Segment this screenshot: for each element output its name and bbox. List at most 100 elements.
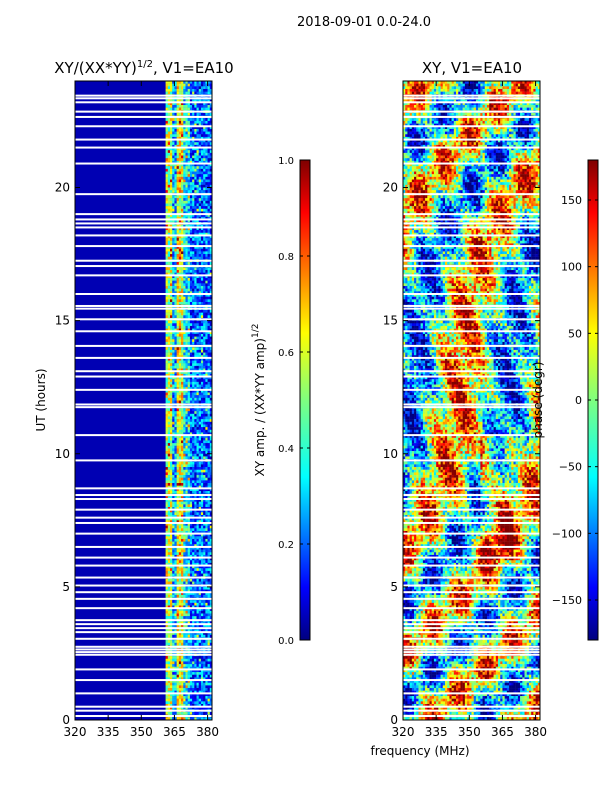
left-heatmap-cell: [200, 677, 204, 681]
left-heatmap-cell: [205, 139, 208, 143]
left-heatmap-cell: [205, 240, 208, 244]
left-heatmap-cell: [189, 677, 193, 681]
left-heatmap-cell: [185, 578, 188, 582]
left-heatmap-cell: [205, 411, 208, 415]
left-heatmap-cell: [176, 144, 180, 148]
left-heatmap-cell: [194, 701, 197, 705]
left-heatmap-cell: [189, 629, 193, 633]
left-heatmap-cell: [170, 616, 173, 620]
left-heatmap-cell: [203, 427, 206, 430]
left-heatmap-cell: [203, 134, 206, 138]
left-heatmap-cell: [192, 99, 195, 103]
left-heatmap-cell: [192, 134, 195, 138]
left-heatmap-cell: [176, 83, 180, 87]
left-heatmap-cell: [209, 280, 212, 284]
left-heatmap-cell: [194, 81, 197, 84]
left-heatmap-cell: [192, 81, 195, 84]
left-heatmap-cell: [194, 509, 197, 513]
left-heatmap-cell: [181, 272, 184, 276]
left-heatmap-cell: [172, 499, 175, 502]
left-heatmap-cell: [207, 171, 210, 175]
left-heatmap-cell: [198, 272, 202, 276]
left-heatmap-cell: [205, 416, 208, 420]
left-heatmap-cell: [178, 469, 182, 473]
left-heatmap-cell: [176, 235, 180, 239]
left-heatmap-cell: [200, 658, 204, 662]
left-heatmap-cell: [194, 605, 197, 609]
left-heatmap-cell: [187, 395, 191, 399]
left-heatmap-cell: [185, 560, 188, 564]
left-heatmap-cell: [198, 472, 202, 476]
left-heatmap-cell: [187, 296, 191, 300]
left-heatmap-cell: [178, 568, 182, 572]
left-heatmap-cell: [187, 102, 191, 106]
left-heatmap-cell: [170, 621, 173, 625]
left-heatmap-cell: [205, 387, 208, 391]
left-heatmap-cell: [183, 666, 186, 670]
left-heatmap-cell: [187, 554, 191, 558]
left-heatmap-cell: [192, 368, 195, 372]
left-heatmap-cell: [183, 198, 186, 202]
left-heatmap-cell: [181, 150, 184, 154]
left-heatmap-cell: [207, 507, 210, 510]
left-heatmap-cell: [207, 661, 210, 665]
left-heatmap-cell: [167, 435, 171, 438]
left-heatmap-cell: [165, 453, 169, 457]
left-heatmap-cell: [170, 592, 173, 596]
left-heatmap-cell: [198, 341, 202, 345]
left-heatmap-cell: [174, 477, 177, 481]
left-heatmap-cell: [189, 118, 193, 122]
left-heatmap-cell: [165, 616, 169, 620]
left-heatmap-cell: [174, 701, 177, 705]
left-heatmap-cell: [200, 139, 204, 143]
left-heatmap-cell: [183, 243, 186, 247]
left-heatmap-cell: [192, 339, 195, 343]
left-heatmap-cell: [189, 216, 193, 220]
left-heatmap-cell: [174, 315, 177, 319]
left-heatmap-cell: [170, 166, 173, 170]
left-heatmap-cell: [170, 392, 173, 396]
left-heatmap-cell: [170, 331, 173, 335]
left-heatmap-cell: [203, 219, 206, 223]
left-heatmap-cell: [176, 424, 180, 428]
left-heatmap-cell: [178, 389, 182, 393]
left-heatmap-cell: [209, 373, 212, 377]
left-heatmap-cell: [192, 429, 195, 433]
left-heatmap-cell: [189, 347, 193, 351]
left-heatmap-cell: [167, 379, 171, 383]
left-heatmap-cell: [167, 477, 171, 481]
left-heatmap-cell: [196, 528, 199, 532]
left-heatmap-cell: [187, 451, 191, 454]
left-heatmap-cell: [203, 328, 206, 332]
left-heatmap-cell: [176, 152, 180, 156]
left-heatmap-cell: [205, 256, 208, 260]
left-heatmap-cell: [189, 267, 193, 271]
left-heatmap-cell: [200, 384, 204, 388]
left-heatmap-cell: [174, 549, 177, 553]
left-heatmap-cell: [205, 232, 208, 236]
left-heatmap-cell: [192, 451, 195, 454]
left-heatmap-cell: [170, 530, 173, 534]
left-heatmap-cell: [185, 198, 188, 202]
left-heatmap-cell: [187, 608, 191, 612]
left-heatmap-cell: [187, 669, 191, 673]
left-heatmap-cell: [183, 365, 186, 369]
left-heatmap-cell: [167, 395, 171, 399]
left-heatmap-cell: [178, 429, 182, 433]
left-heatmap-cell: [198, 187, 202, 191]
left-heatmap-cell: [170, 538, 173, 542]
left-heatmap-cell: [167, 219, 171, 223]
left-heatmap-cell: [176, 682, 180, 686]
left-heatmap-cell: [203, 373, 206, 377]
left-heatmap-cell: [170, 661, 173, 665]
left-heatmap-cell: [203, 491, 206, 494]
left-heatmap-cell: [198, 546, 202, 550]
left-heatmap-cell: [174, 557, 177, 561]
left-heatmap-cell: [181, 570, 184, 574]
left-heatmap-cell: [189, 504, 193, 508]
left-heatmap-cell: [174, 658, 177, 662]
left-heatmap-cell: [189, 275, 193, 279]
left-heatmap-cell: [176, 275, 180, 279]
left-heatmap-cell: [183, 520, 186, 524]
left-heatmap-cell: [176, 355, 180, 359]
